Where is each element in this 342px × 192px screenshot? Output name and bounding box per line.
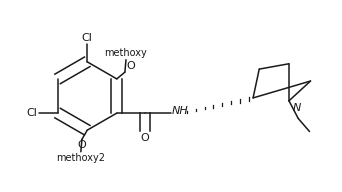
- Text: Cl: Cl: [27, 108, 38, 118]
- Text: methoxy: methoxy: [105, 48, 147, 58]
- Text: O: O: [127, 61, 135, 71]
- Text: Cl: Cl: [82, 33, 93, 43]
- Text: O: O: [78, 140, 86, 150]
- Text: NH: NH: [172, 106, 189, 116]
- Text: O: O: [141, 133, 149, 143]
- Text: N: N: [292, 103, 301, 113]
- Text: methoxy2: methoxy2: [56, 153, 105, 163]
